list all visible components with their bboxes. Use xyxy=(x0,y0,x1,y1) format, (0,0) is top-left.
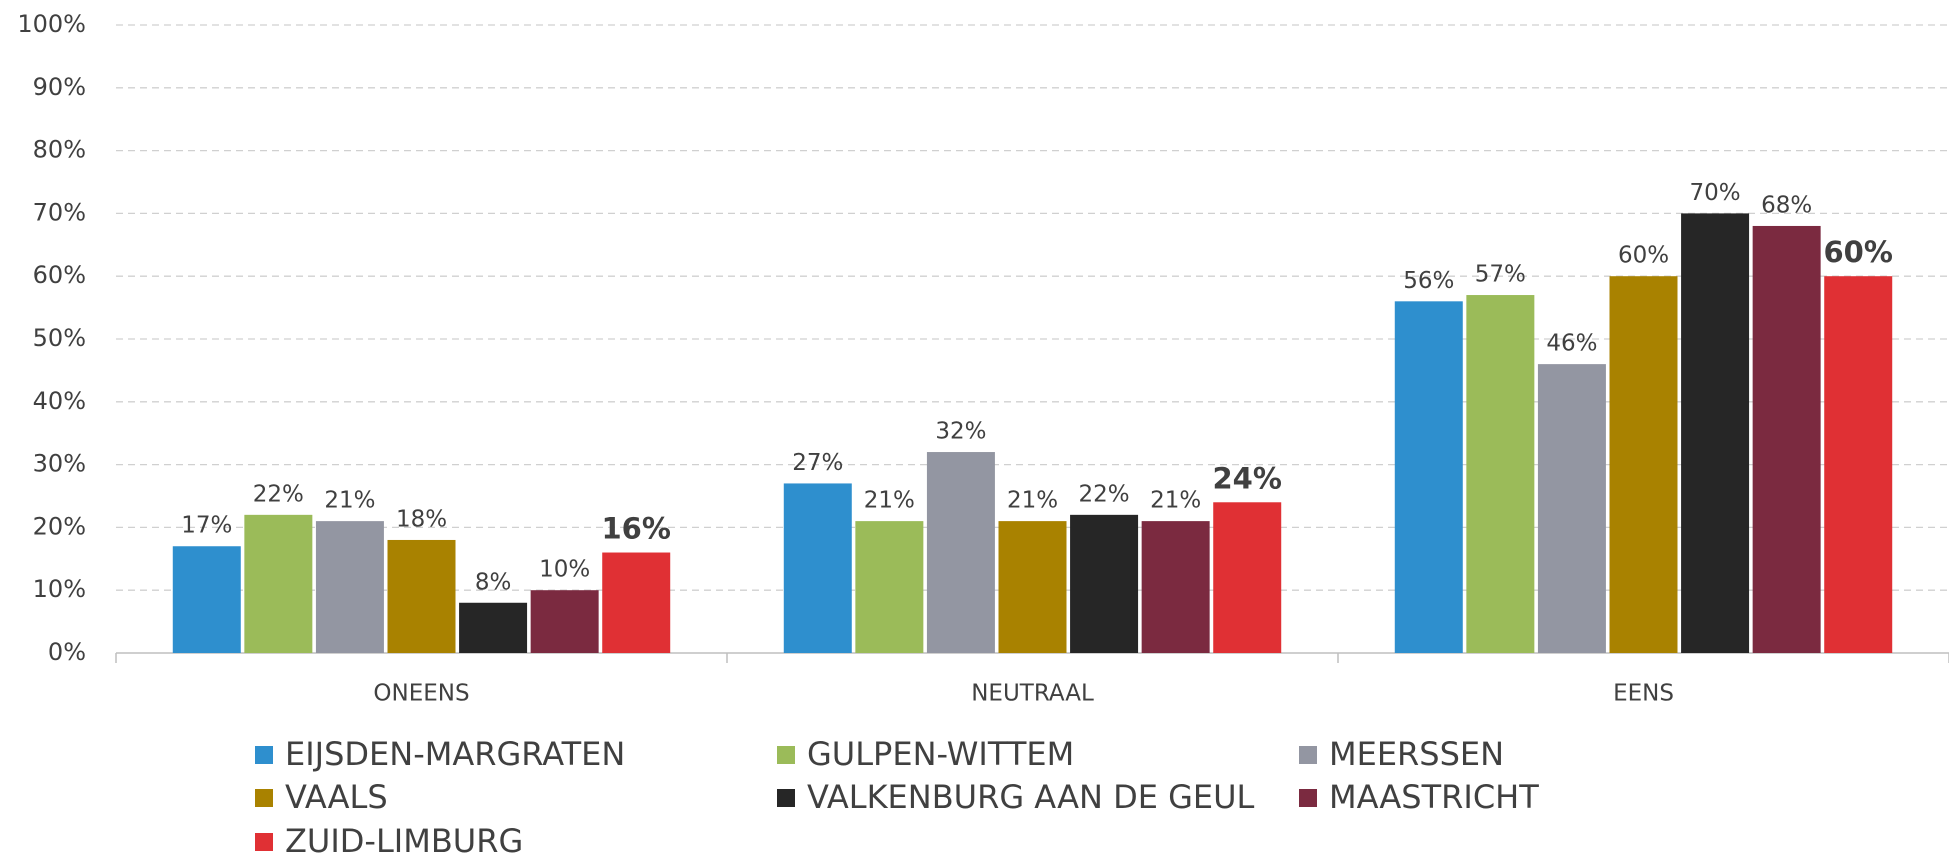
x-tick-label: EENS xyxy=(1613,681,1674,707)
data-label: 68% xyxy=(1761,192,1812,218)
bar xyxy=(926,452,995,653)
bar xyxy=(855,521,924,653)
legend-label: VALKENBURG AAN DE GEUL xyxy=(807,778,1255,816)
bar xyxy=(1466,295,1535,653)
x-tick-label: NEUTRAAL xyxy=(971,681,1094,707)
y-tick-label: 90% xyxy=(33,73,86,101)
y-tick-label: 20% xyxy=(33,512,86,540)
legend-swatch xyxy=(777,789,795,807)
bar xyxy=(1141,521,1210,653)
bar xyxy=(1537,364,1606,653)
bar xyxy=(1609,276,1678,653)
y-tick-label: 10% xyxy=(33,575,86,603)
legend-swatch xyxy=(255,746,273,764)
data-label: 16% xyxy=(602,512,671,546)
bar xyxy=(1213,502,1282,653)
legend-swatch xyxy=(255,789,273,807)
bar xyxy=(1752,225,1821,653)
bar xyxy=(244,514,313,653)
bar xyxy=(1070,514,1139,653)
y-tick-label: 80% xyxy=(33,136,86,164)
bar xyxy=(998,521,1067,653)
y-tick-label: 70% xyxy=(33,198,86,226)
legend-label: EIJSDEN-MARGRATEN xyxy=(285,735,625,773)
legend-label: GULPEN-WITTEM xyxy=(807,735,1074,773)
data-label: 10% xyxy=(539,557,590,583)
y-tick-label: 50% xyxy=(33,324,86,352)
data-label: 27% xyxy=(792,450,843,476)
data-label: 56% xyxy=(1403,268,1454,294)
data-label: 24% xyxy=(1213,461,1282,495)
y-tick-label: 30% xyxy=(33,450,86,478)
bar xyxy=(783,483,852,653)
data-label: 46% xyxy=(1546,331,1597,357)
y-tick-label: 60% xyxy=(33,261,86,289)
data-label: 17% xyxy=(181,513,232,539)
data-label: 22% xyxy=(1079,481,1130,507)
data-label: 22% xyxy=(253,481,304,507)
y-tick-label: 40% xyxy=(33,387,86,415)
bar xyxy=(315,521,384,653)
bar xyxy=(459,602,528,653)
data-label: 70% xyxy=(1690,180,1741,206)
y-tick-label: 0% xyxy=(48,638,86,666)
bar xyxy=(387,539,456,653)
data-label: 21% xyxy=(324,488,375,514)
data-label: 32% xyxy=(935,419,986,445)
data-label: 21% xyxy=(1150,488,1201,514)
legend-swatch xyxy=(1299,789,1317,807)
bar xyxy=(1824,276,1893,653)
data-label: 21% xyxy=(864,488,915,514)
legend-swatch xyxy=(777,746,795,764)
bar xyxy=(602,552,671,653)
bar xyxy=(172,546,241,653)
legend-label: MEERSSEN xyxy=(1329,735,1504,773)
data-label: 21% xyxy=(1007,488,1058,514)
data-label: 8% xyxy=(475,569,512,595)
legend-label: ZUID-LIMBURG xyxy=(285,822,523,855)
data-label: 18% xyxy=(396,506,447,532)
legend-swatch xyxy=(255,833,273,851)
bar xyxy=(1394,301,1463,653)
legend-swatch xyxy=(1299,746,1317,764)
y-tick-label: 100% xyxy=(17,10,86,38)
data-label: 60% xyxy=(1824,235,1893,269)
legend-label: MAASTRICHT xyxy=(1329,778,1539,816)
bar xyxy=(530,590,599,653)
x-tick-label: ONEENS xyxy=(373,681,469,707)
data-label: 57% xyxy=(1475,262,1526,288)
bar xyxy=(1681,213,1750,653)
data-label: 60% xyxy=(1618,243,1669,269)
legend-label: VAALS xyxy=(285,778,388,816)
